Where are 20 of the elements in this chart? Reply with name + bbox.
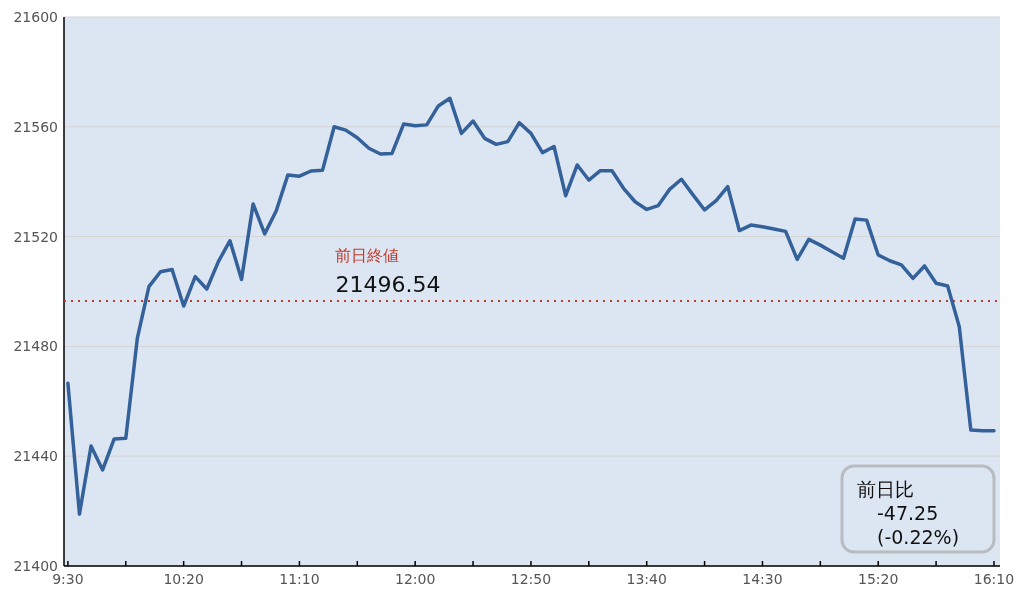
x-tick-label: 11:10 <box>279 571 320 587</box>
x-tick-label: 12:00 <box>394 571 436 587</box>
y-tick-label: 21520 <box>13 228 58 245</box>
ref-line-label: 前日終値 <box>335 246 399 265</box>
x-tick-label: 9:30 <box>52 571 84 587</box>
annotation: 21496.54 <box>335 272 441 297</box>
x-tick-label: 12:50 <box>510 571 552 587</box>
annotation: (-0.22%) <box>877 526 960 548</box>
y-tick-label: 21480 <box>13 338 58 355</box>
y-tick-label: 21400 <box>13 558 58 574</box>
x-tick-label: 15:20 <box>858 571 899 587</box>
x-tick-label: 13:40 <box>626 571 667 587</box>
y-tick-label: 21440 <box>13 448 58 465</box>
x-tick-label: 14:30 <box>742 571 783 587</box>
annotation: -47.25 <box>877 502 939 524</box>
x-tick-label: 16:10 <box>973 571 1015 587</box>
y-tick-label: 21560 <box>13 118 58 135</box>
y-tick-label: 21600 <box>13 9 58 25</box>
annotation: 前日比 <box>857 478 914 500</box>
x-tick-label: 10:20 <box>163 571 204 587</box>
